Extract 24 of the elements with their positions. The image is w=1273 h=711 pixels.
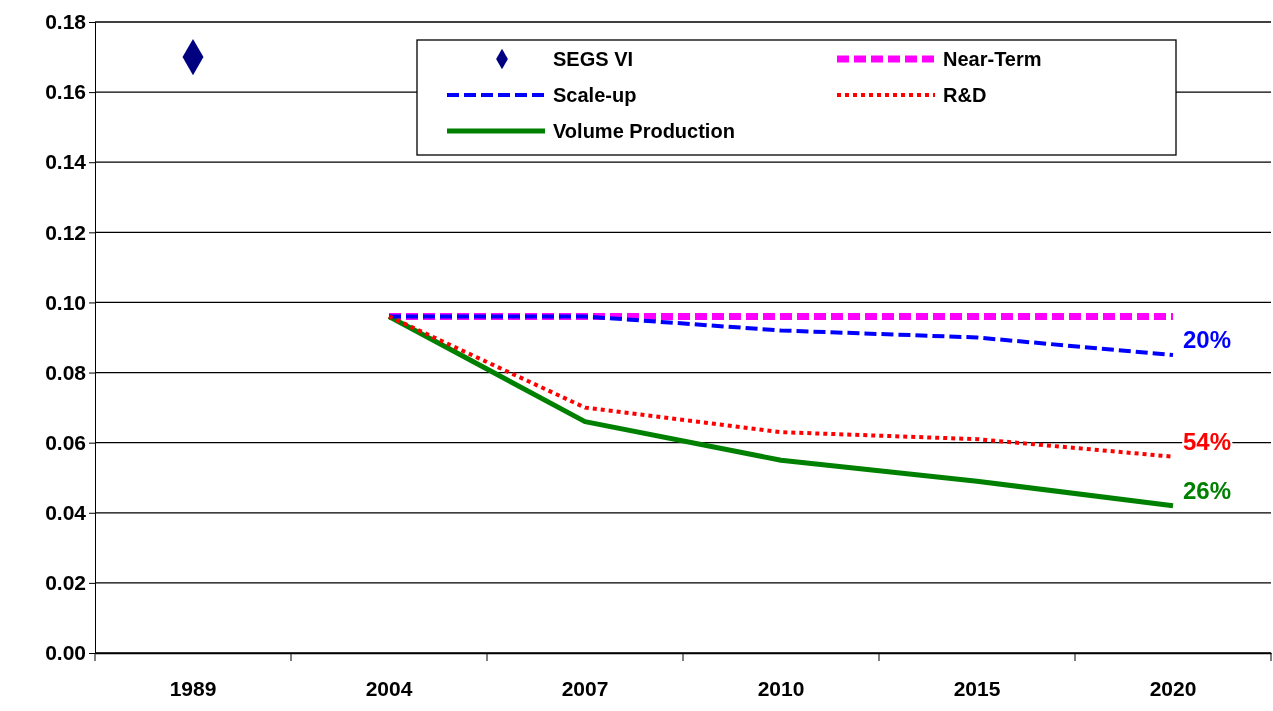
- y-tick-label: 0.06: [45, 430, 86, 454]
- y-tick-label: 0.12: [45, 220, 86, 244]
- x-tick-label: 1989: [169, 676, 217, 700]
- x-tick-label: 2010: [757, 676, 805, 700]
- x-tick-label: 2004: [365, 676, 413, 700]
- y-tick-label: 0.00: [45, 641, 86, 665]
- annotation: 26%: [1183, 476, 1232, 504]
- annotation: 20%: [1183, 326, 1232, 354]
- legend-label: Scale-up: [553, 84, 637, 106]
- y-tick-label: 0.18: [45, 10, 87, 34]
- legend-label: Volume Production: [553, 120, 735, 142]
- y-tick-label: 0.08: [45, 360, 87, 384]
- x-tick-label: 2015: [953, 676, 1001, 700]
- y-tick-label: 0.02: [45, 571, 86, 595]
- x-tick-label: 2020: [1149, 676, 1197, 700]
- legend-label: SEGS VI: [553, 48, 634, 70]
- y-tick-label: 0.10: [45, 290, 86, 314]
- y-tick-label: 0.14: [45, 150, 87, 174]
- line-series: [387, 314, 1175, 358]
- legend-label: Near-Term: [943, 48, 1042, 70]
- y-tick-label: 0.04: [45, 501, 87, 524]
- y-tick-label: 0.16: [45, 80, 86, 104]
- x-tick-label: 2007: [561, 676, 609, 700]
- legend-label: R&D: [943, 84, 987, 106]
